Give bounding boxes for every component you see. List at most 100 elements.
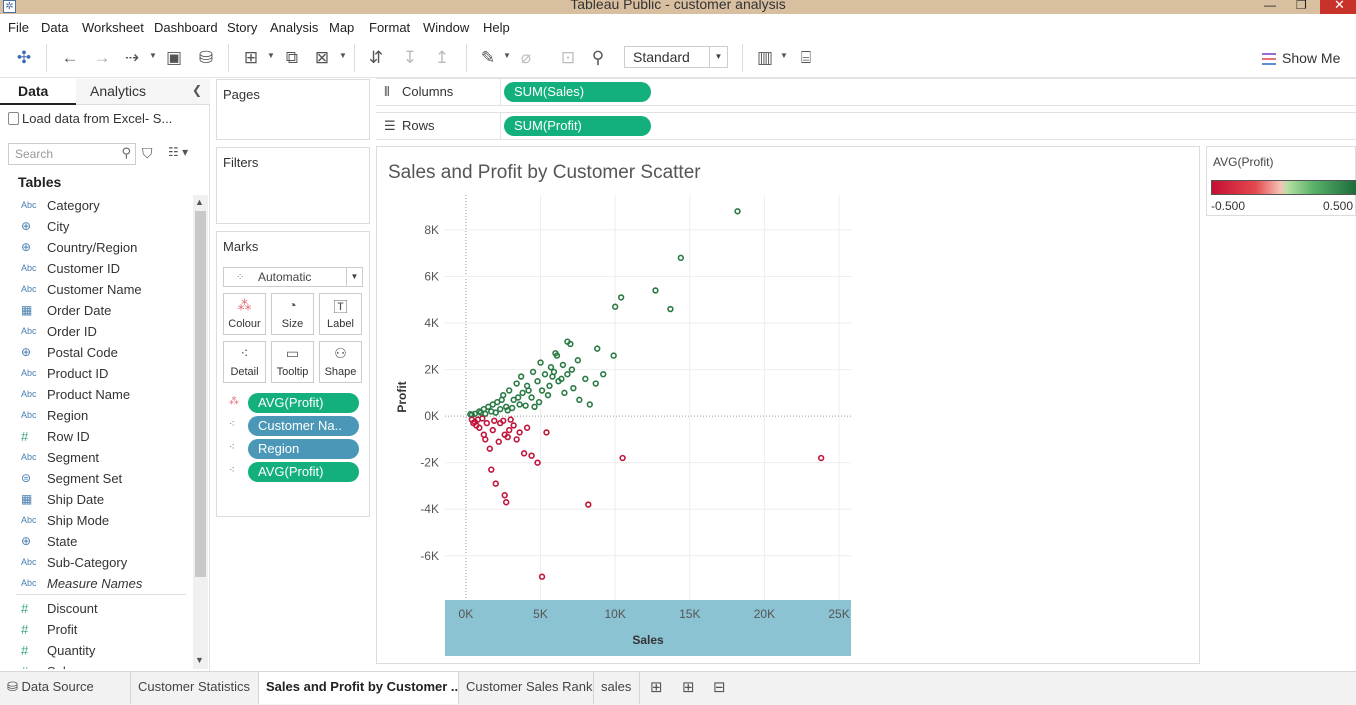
view-options-icon[interactable]: ☷ ▾ [168, 145, 189, 159]
replay-dropdown-icon[interactable]: ▼ [149, 51, 157, 60]
menu-help[interactable]: Help [483, 20, 510, 35]
new-data-source-icon[interactable]: ⛁ [198, 48, 214, 67]
tab-sales-and-profit[interactable]: Sales and Profit by Customer ... [259, 672, 459, 704]
scrollbar-thumb[interactable] [195, 211, 206, 577]
menu-map[interactable]: Map [329, 20, 355, 35]
close-button[interactable]: ✕ [1320, 0, 1356, 14]
field-item[interactable]: # Discount [0, 598, 190, 619]
tab-analytics[interactable]: Analytics ❮ [76, 79, 210, 105]
field-item[interactable]: ⊕ State [0, 531, 190, 552]
field-item[interactable]: ⊕ Postal Code [0, 342, 190, 363]
field-item[interactable]: Abc Category [0, 195, 190, 216]
filters-card[interactable]: Filters [216, 147, 370, 224]
field-item[interactable]: # Profit [0, 619, 190, 640]
label-button[interactable]: 🅃 Label [319, 293, 362, 335]
menu-file[interactable]: File [8, 20, 29, 35]
datasource-name[interactable]: Load data from Excel- S... [22, 111, 173, 126]
field-item[interactable]: Abc Product ID [0, 363, 190, 384]
field-item[interactable]: Abc Product Name [0, 384, 190, 405]
field-item[interactable]: Abc Segment [0, 447, 190, 468]
field-item[interactable]: Abc Sub-Category [0, 552, 190, 573]
field-item[interactable]: Abc Customer Name [0, 279, 190, 300]
field-item[interactable]: Abc Customer ID [0, 258, 190, 279]
presentation-mode-icon[interactable]: ⌸ [800, 48, 812, 67]
clear-sheet-icon[interactable]: ⊠ [314, 48, 330, 67]
marks-pill-color-avg-profit[interactable]: AVG(Profit) [248, 393, 359, 413]
field-item[interactable]: # Sales [0, 661, 190, 669]
field-item[interactable]: Abc Measure Names [0, 573, 190, 594]
highlight-dropdown-icon[interactable]: ▼ [503, 51, 511, 60]
mark-type-dropdown[interactable]: ⁘ Automatic ▼ [223, 267, 363, 287]
undo-icon[interactable]: ← [61, 48, 79, 67]
tab-data-source[interactable]: ⛁ Data Source [0, 672, 131, 704]
fix-axes-icon[interactable]: ⚲ [591, 48, 605, 67]
field-item[interactable]: # Quantity [0, 640, 190, 661]
menu-format[interactable]: Format [369, 20, 411, 35]
save-icon[interactable]: ▣ [165, 48, 183, 67]
scatter-chart[interactable]: 0K 5K 10K 15K 20K 25K -6K -4K -2K 0K 2K 4K 6K 8K Sale… [377, 147, 1199, 663]
highlight-icon[interactable]: ✎ [480, 48, 496, 67]
marks-pill-customer-name[interactable]: Customer Na.. [248, 416, 359, 436]
show-me-button[interactable]: Show Me [1262, 47, 1340, 69]
shape-button[interactable]: ⚇ Shape [319, 341, 362, 383]
field-item[interactable]: ▦ Order Date [0, 300, 190, 321]
swap-rows-columns-icon[interactable]: ⇵ [368, 48, 384, 67]
sort-ascending-icon[interactable]: ↧ [402, 48, 418, 67]
new-dashboard-tab-icon[interactable]: ⊞ [682, 679, 695, 696]
redo-icon[interactable]: → [93, 48, 111, 67]
show-cards-dropdown-icon[interactable]: ▼ [780, 51, 788, 60]
rows-pill-sum-profit[interactable]: SUM(Profit) [504, 116, 651, 136]
new-story-tab-icon[interactable]: ⊟ [713, 679, 726, 696]
group-members-icon[interactable]: ⌀ [520, 48, 532, 67]
duplicate-sheet-icon[interactable]: ⧉ [285, 48, 299, 67]
columns-pill-sum-sales[interactable]: SUM(Sales) [504, 82, 651, 102]
new-worksheet-dropdown-icon[interactable]: ▼ [267, 51, 275, 60]
scroll-up-icon[interactable]: ▲ [195, 197, 204, 207]
tab-sales[interactable]: sales [594, 672, 640, 704]
field-item[interactable]: Abc Region [0, 405, 190, 426]
menu-data[interactable]: Data [41, 20, 69, 35]
new-worksheet-tab-icon[interactable]: ⊞ [650, 679, 663, 696]
field-item[interactable]: Abc Order ID [0, 321, 190, 342]
detail-button[interactable]: ⁖ Detail [223, 341, 266, 383]
sort-descending-icon[interactable]: ↥ [434, 48, 450, 67]
menu-worksheet[interactable]: Worksheet [82, 20, 144, 35]
tableau-home-icon[interactable]: ✣ [16, 48, 32, 67]
menu-analysis[interactable]: Analysis [270, 20, 319, 35]
menu-window[interactable]: Window [423, 20, 470, 35]
field-list-scrollbar[interactable]: ▲ ▼ [193, 195, 208, 669]
new-worksheet-icon[interactable]: ⊞ [243, 48, 259, 67]
rows-shelf[interactable]: ☰ Rows SUM(Profit) [376, 112, 1356, 140]
field-item[interactable]: Abc Ship Mode [0, 510, 190, 531]
search-input[interactable]: Search ⚲ [8, 143, 136, 165]
colour-button[interactable]: ⁂ Colour [223, 293, 266, 335]
columns-shelf[interactable]: ⦀ Columns SUM(Sales) [376, 78, 1356, 106]
scroll-down-icon[interactable]: ▼ [195, 655, 204, 665]
menu-dashboard[interactable]: Dashboard [154, 20, 218, 35]
field-item[interactable]: ⊕ Country/Region [0, 237, 190, 258]
show-mark-labels-icon[interactable]: ⊡ [560, 48, 576, 67]
tab-data[interactable]: Data [0, 79, 76, 105]
size-button[interactable]: ◔ Size [271, 293, 314, 335]
field-item[interactable]: ▦ Ship Date [0, 489, 190, 510]
field-item[interactable]: ⊕ City [0, 216, 190, 237]
color-legend[interactable]: AVG(Profit) -0.500 0.500 [1206, 146, 1356, 216]
menu-story[interactable]: Story [227, 20, 258, 35]
marks-pill-detail-avg-profit[interactable]: AVG(Profit) [248, 462, 359, 482]
tab-customer-sales-rank[interactable]: Customer Sales Rank [459, 672, 594, 704]
pages-card[interactable]: Pages [216, 79, 370, 140]
tooltip-button[interactable]: ▭ Tooltip [271, 341, 314, 383]
clear-dropdown-icon[interactable]: ▼ [339, 51, 347, 60]
marks-card-title: Marks [223, 239, 259, 254]
field-item[interactable]: # Row ID [0, 426, 190, 447]
filter-icon[interactable]: ⛉ [142, 145, 153, 161]
show-cards-icon[interactable]: ▥ [756, 48, 774, 67]
field-item[interactable]: ⊜ Segment Set [0, 468, 190, 489]
replay-icon[interactable]: ⇢ [124, 48, 140, 67]
collapse-pane-icon[interactable]: ❮ [191, 83, 202, 97]
maximize-icon[interactable]: ❐ [1296, 0, 1307, 12]
minimize-icon[interactable]: — [1264, 0, 1276, 12]
fit-dropdown[interactable]: Standard ▼ [624, 46, 728, 68]
marks-pill-region[interactable]: Region [248, 439, 359, 459]
tab-customer-statistics[interactable]: Customer Statistics [131, 672, 259, 704]
